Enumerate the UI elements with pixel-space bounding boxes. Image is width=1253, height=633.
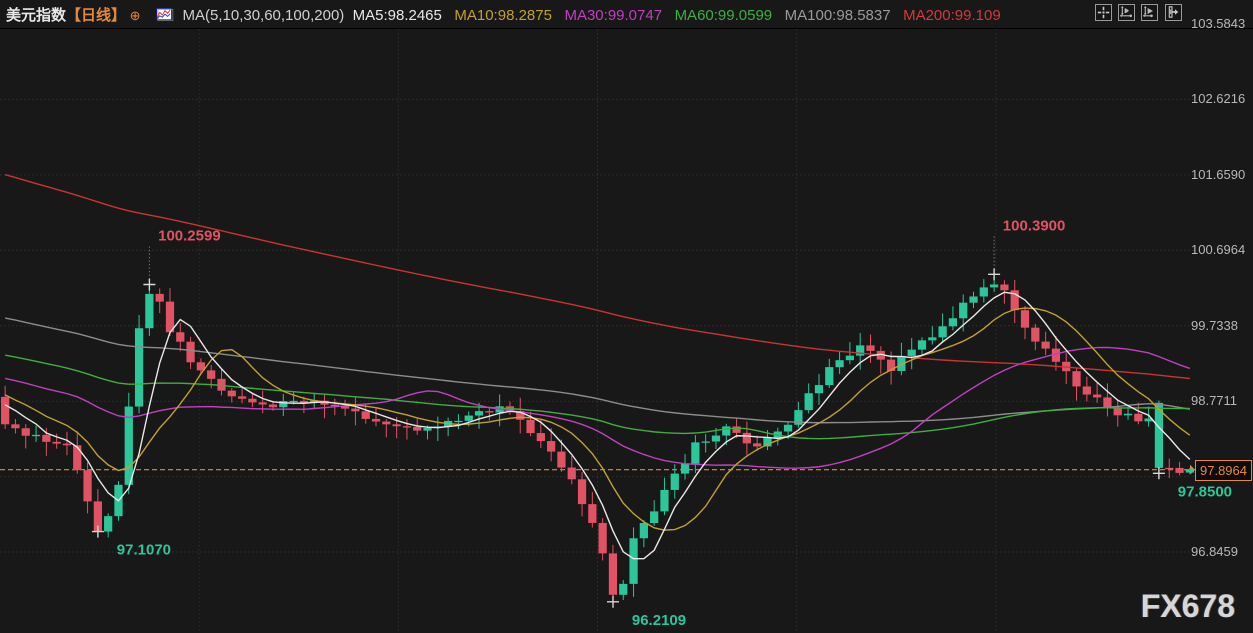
svg-text:100.3900: 100.3900 bbox=[1003, 217, 1066, 234]
svg-text:96.2109: 96.2109 bbox=[632, 612, 686, 629]
svg-text:97.1070: 97.1070 bbox=[117, 542, 171, 559]
svg-text:100.2599: 100.2599 bbox=[158, 228, 221, 245]
